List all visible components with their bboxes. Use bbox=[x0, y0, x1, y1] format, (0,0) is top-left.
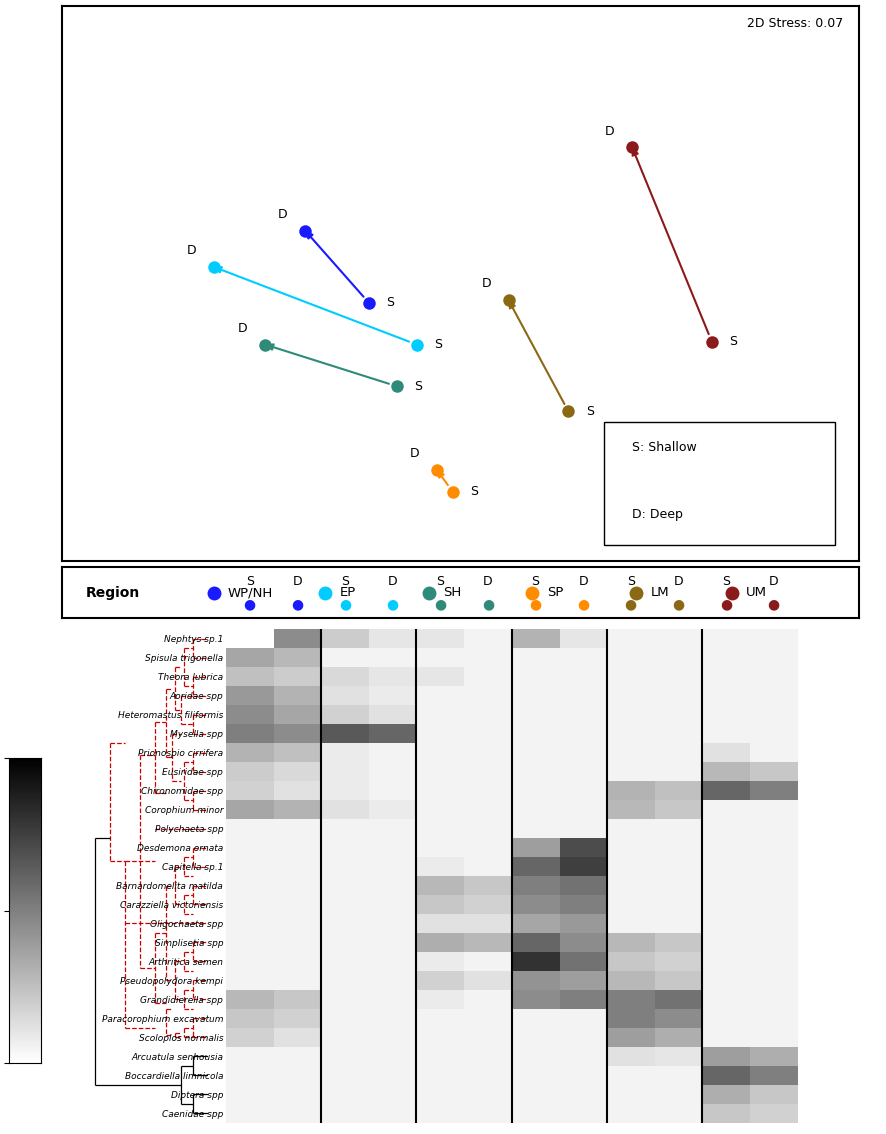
Text: D: D bbox=[238, 322, 248, 335]
Text: SH: SH bbox=[443, 586, 462, 599]
Text: D: Deep: D: Deep bbox=[632, 508, 683, 521]
Text: S: S bbox=[436, 575, 444, 589]
Text: S: S bbox=[722, 575, 730, 589]
Text: D: D bbox=[481, 278, 491, 290]
Text: S: S bbox=[626, 575, 634, 589]
Text: ●: ● bbox=[672, 598, 684, 611]
Text: D: D bbox=[186, 244, 196, 257]
Text: D: D bbox=[579, 575, 588, 589]
Text: SP: SP bbox=[547, 586, 563, 599]
Text: ●: ● bbox=[386, 598, 399, 611]
Text: D: D bbox=[483, 575, 493, 589]
Text: S: S bbox=[341, 575, 349, 589]
Text: ●: ● bbox=[720, 598, 732, 611]
Text: ●: ● bbox=[434, 598, 447, 611]
Text: ●: ● bbox=[244, 598, 256, 611]
Text: ●: ● bbox=[339, 598, 351, 611]
Text: ●: ● bbox=[530, 598, 541, 611]
Text: S: S bbox=[245, 575, 253, 589]
Text: Region: Region bbox=[86, 585, 140, 600]
Text: S: S bbox=[470, 485, 478, 498]
FancyBboxPatch shape bbox=[604, 423, 835, 544]
Text: S: Shallow: S: Shallow bbox=[632, 441, 697, 454]
Text: D: D bbox=[769, 575, 779, 589]
Text: D: D bbox=[292, 575, 302, 589]
Text: LM: LM bbox=[650, 586, 669, 599]
Text: 2D Stress: 0.07: 2D Stress: 0.07 bbox=[747, 17, 843, 29]
Text: S: S bbox=[386, 296, 394, 310]
Text: D: D bbox=[388, 575, 398, 589]
Text: D: D bbox=[605, 125, 615, 137]
Text: S: S bbox=[729, 336, 737, 348]
Text: ●: ● bbox=[577, 598, 589, 611]
Text: S: S bbox=[415, 380, 423, 392]
Text: S: S bbox=[532, 575, 540, 589]
Text: WP/NH: WP/NH bbox=[228, 586, 273, 599]
Text: S: S bbox=[434, 338, 442, 352]
Text: ●: ● bbox=[625, 598, 637, 611]
Text: D: D bbox=[278, 208, 288, 221]
Text: S: S bbox=[586, 405, 594, 417]
Text: EP: EP bbox=[339, 586, 356, 599]
Text: D: D bbox=[673, 575, 683, 589]
Text: UM: UM bbox=[746, 586, 767, 599]
Text: D: D bbox=[409, 447, 419, 460]
Text: ●: ● bbox=[482, 598, 494, 611]
Text: ●: ● bbox=[291, 598, 303, 611]
Text: ●: ● bbox=[767, 598, 780, 611]
